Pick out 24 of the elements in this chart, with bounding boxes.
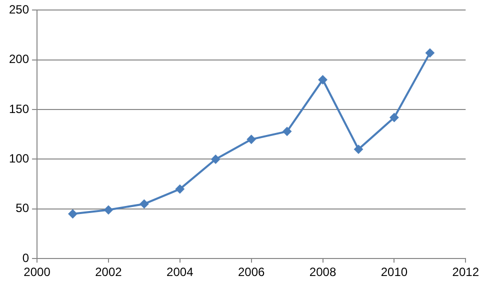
x-tick-label: 2002 — [95, 265, 122, 280]
y-tick-label: 50 — [16, 201, 30, 216]
point — [104, 205, 113, 214]
point — [318, 75, 328, 84]
point — [211, 154, 220, 164]
y-tick-label: 250 — [8, 2, 30, 17]
y-tick-label: 150 — [8, 102, 30, 116]
point — [246, 134, 256, 144]
point — [354, 144, 363, 154]
x-tick-label: 2006 — [238, 265, 266, 280]
point — [175, 184, 184, 194]
y-tick-label: 100 — [8, 152, 30, 166]
x-tick-label: 2000 — [24, 265, 51, 280]
point — [425, 48, 434, 58]
point — [390, 113, 399, 122]
y-tick-label: 200 — [8, 52, 30, 66]
x-tick-label: 2012 — [452, 265, 480, 280]
point — [282, 126, 292, 136]
x-tick-label: 2008 — [309, 265, 336, 280]
point — [140, 199, 149, 208]
point — [68, 209, 78, 218]
x-tick-label: 2004 — [166, 265, 194, 280]
x-tick-label: 2010 — [380, 265, 408, 280]
y-tick-label: 0 — [22, 250, 30, 265]
